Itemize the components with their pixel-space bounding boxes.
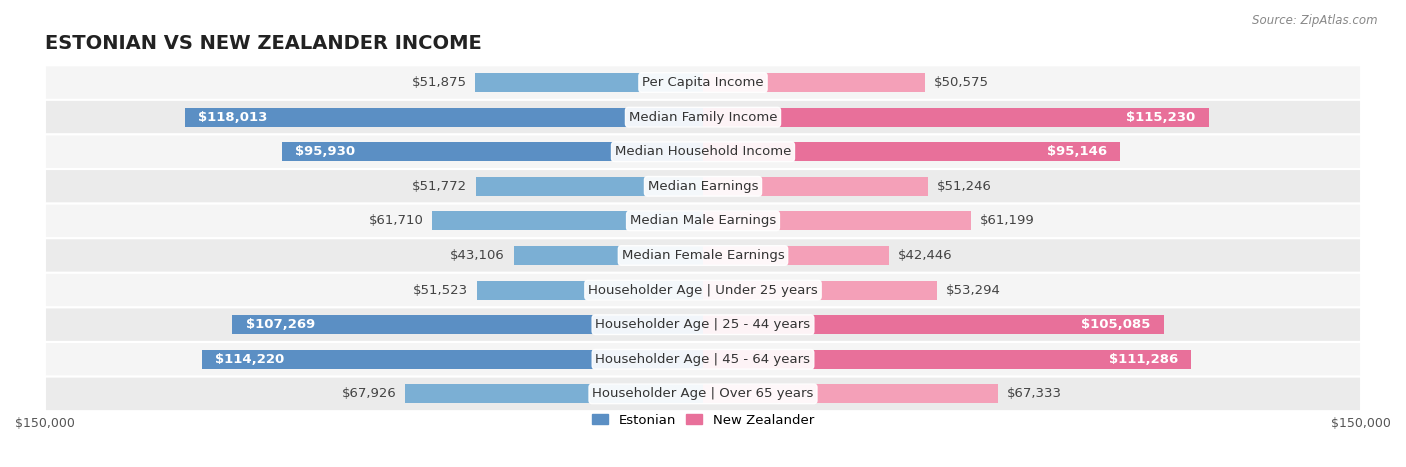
- Text: $61,710: $61,710: [368, 214, 423, 227]
- Legend: Estonian, New Zealander: Estonian, New Zealander: [586, 409, 820, 432]
- Text: $51,875: $51,875: [412, 76, 467, 89]
- Text: $61,199: $61,199: [980, 214, 1035, 227]
- Text: $51,772: $51,772: [412, 180, 467, 193]
- Bar: [703, 350, 1191, 369]
- Text: Median Family Income: Median Family Income: [628, 111, 778, 124]
- FancyBboxPatch shape: [45, 65, 1361, 100]
- Text: $105,085: $105,085: [1081, 318, 1152, 331]
- Text: Per Capita Income: Per Capita Income: [643, 76, 763, 89]
- Text: $67,926: $67,926: [342, 387, 396, 400]
- Text: $107,269: $107,269: [246, 318, 315, 331]
- Bar: [703, 73, 925, 92]
- Text: Median Household Income: Median Household Income: [614, 145, 792, 158]
- Bar: [703, 142, 1121, 161]
- Text: ESTONIAN VS NEW ZEALANDER INCOME: ESTONIAN VS NEW ZEALANDER INCOME: [45, 34, 482, 53]
- Bar: [232, 315, 703, 334]
- FancyBboxPatch shape: [45, 342, 1361, 376]
- Text: $43,106: $43,106: [450, 249, 505, 262]
- Text: $95,146: $95,146: [1047, 145, 1108, 158]
- Text: Median Female Earnings: Median Female Earnings: [621, 249, 785, 262]
- FancyBboxPatch shape: [45, 273, 1361, 307]
- Text: Householder Age | 45 - 64 years: Householder Age | 45 - 64 years: [596, 353, 810, 366]
- Bar: [477, 281, 703, 300]
- Text: Median Male Earnings: Median Male Earnings: [630, 214, 776, 227]
- Text: $67,333: $67,333: [1007, 387, 1062, 400]
- Text: $42,446: $42,446: [898, 249, 953, 262]
- Bar: [202, 350, 703, 369]
- Text: Householder Age | Under 25 years: Householder Age | Under 25 years: [588, 283, 818, 297]
- Text: $114,220: $114,220: [215, 353, 284, 366]
- FancyBboxPatch shape: [45, 100, 1361, 134]
- FancyBboxPatch shape: [45, 307, 1361, 342]
- Text: Householder Age | Over 65 years: Householder Age | Over 65 years: [592, 387, 814, 400]
- Text: Householder Age | 25 - 44 years: Householder Age | 25 - 44 years: [595, 318, 811, 331]
- Text: $115,230: $115,230: [1126, 111, 1195, 124]
- Bar: [475, 73, 703, 92]
- Text: $118,013: $118,013: [198, 111, 267, 124]
- Bar: [703, 107, 1209, 127]
- Bar: [703, 281, 936, 300]
- Bar: [475, 177, 703, 196]
- Text: $51,523: $51,523: [413, 283, 468, 297]
- Text: $53,294: $53,294: [946, 283, 1001, 297]
- FancyBboxPatch shape: [45, 169, 1361, 204]
- FancyBboxPatch shape: [45, 238, 1361, 273]
- Bar: [703, 212, 972, 230]
- FancyBboxPatch shape: [45, 376, 1361, 411]
- Text: $50,575: $50,575: [934, 76, 988, 89]
- Text: Median Earnings: Median Earnings: [648, 180, 758, 193]
- Bar: [513, 246, 703, 265]
- Text: $51,246: $51,246: [936, 180, 991, 193]
- Bar: [703, 315, 1164, 334]
- Text: $95,930: $95,930: [295, 145, 356, 158]
- Bar: [283, 142, 703, 161]
- Bar: [432, 212, 703, 230]
- Text: Source: ZipAtlas.com: Source: ZipAtlas.com: [1253, 14, 1378, 27]
- Bar: [703, 384, 998, 403]
- FancyBboxPatch shape: [45, 134, 1361, 169]
- FancyBboxPatch shape: [45, 204, 1361, 238]
- Text: $111,286: $111,286: [1109, 353, 1178, 366]
- Bar: [703, 177, 928, 196]
- Bar: [405, 384, 703, 403]
- Bar: [703, 246, 889, 265]
- Bar: [186, 107, 703, 127]
